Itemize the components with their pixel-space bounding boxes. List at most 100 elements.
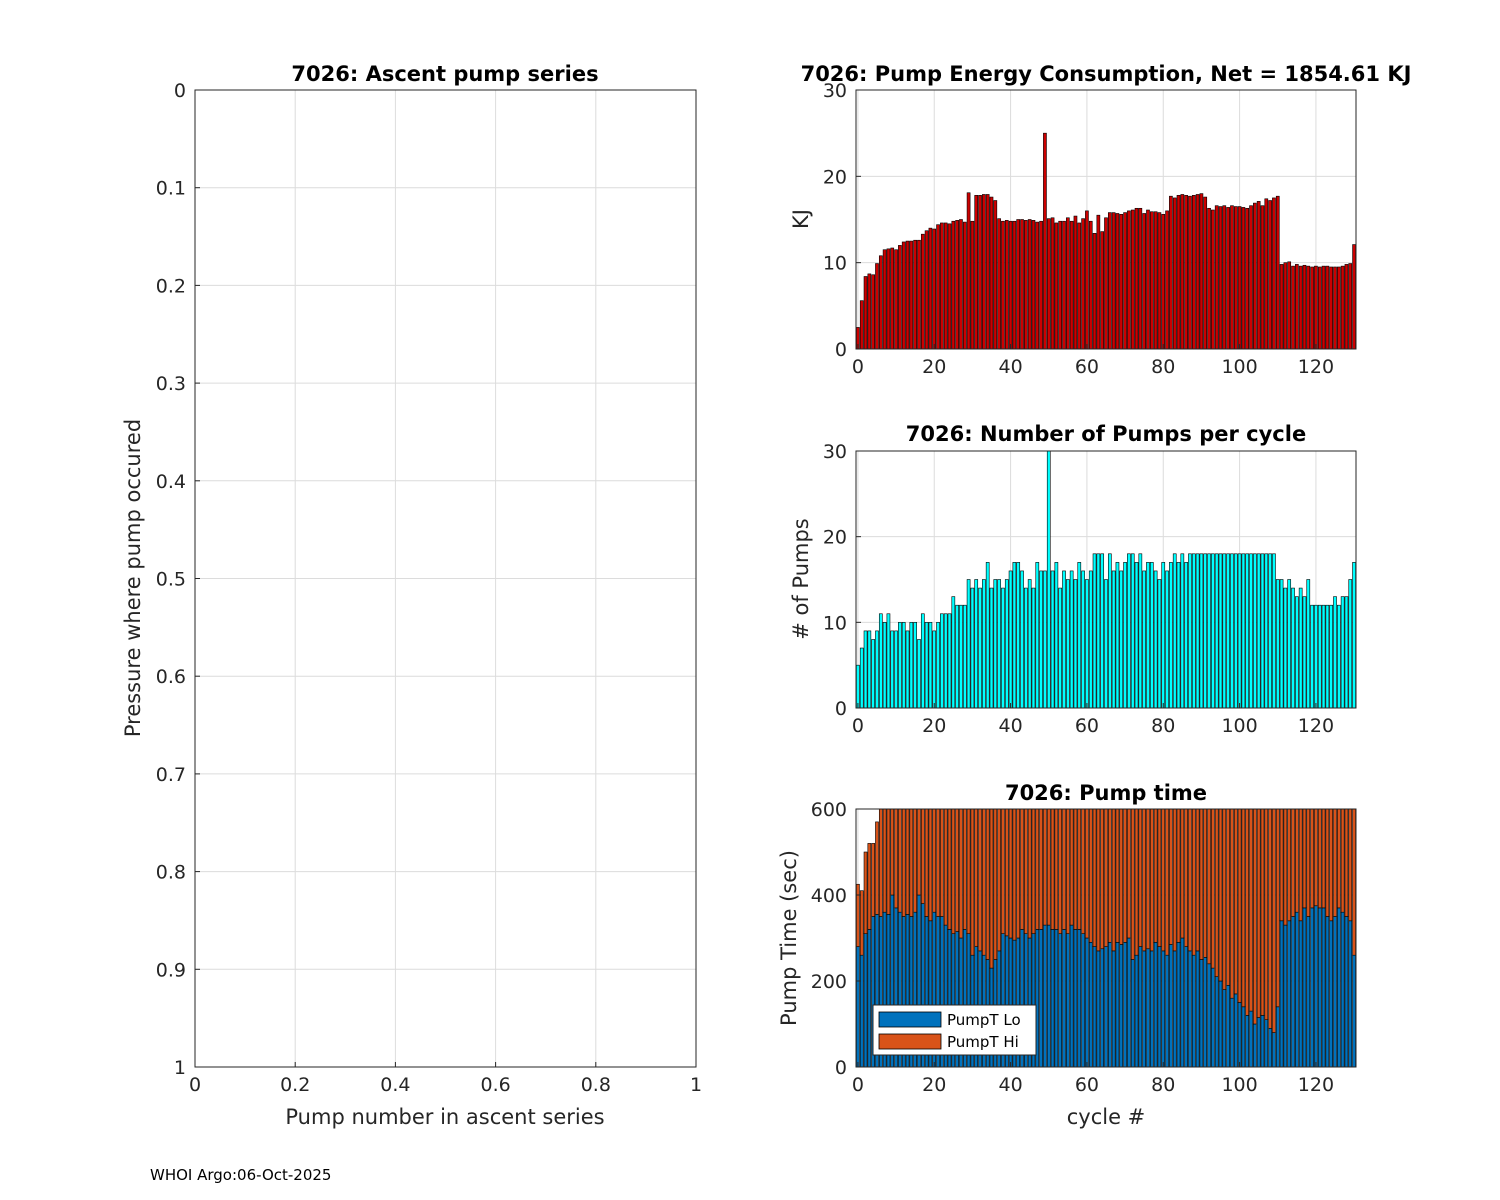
pumptime-bar-hi xyxy=(1245,808,1250,1016)
pumptime-bar-hi xyxy=(997,808,1001,952)
pumptime-bar-lo xyxy=(856,946,860,1068)
pumps-bar xyxy=(1279,579,1284,709)
pumptime-bar-hi xyxy=(1134,808,1139,956)
pumps-bar xyxy=(1092,553,1097,709)
pumptime-bar-lo xyxy=(1111,950,1116,1068)
pumptime-bar-lo xyxy=(1134,954,1139,1068)
pumptime-bar-hi xyxy=(966,808,971,934)
pumptime-bar-hi xyxy=(856,883,860,947)
energy-y-label: KJ xyxy=(789,209,813,229)
pumps-bar xyxy=(959,604,963,709)
pumps-y-tick-label: 20 xyxy=(823,527,847,549)
pumptime-bar-hi xyxy=(1317,808,1322,909)
pumptime-bar-lo xyxy=(1169,944,1173,1068)
pumps-bar xyxy=(1207,553,1211,709)
pumptime-bar-lo xyxy=(1249,1010,1253,1068)
pumps-bar xyxy=(955,604,959,709)
pumps-bar xyxy=(1253,553,1257,709)
pumps-bar xyxy=(1176,562,1181,709)
pumptime-bar-lo xyxy=(1184,946,1188,1068)
pumptime-bar-lo xyxy=(1119,944,1124,1068)
pumps-bar xyxy=(898,622,902,709)
pumptime-bar-hi xyxy=(1337,808,1341,909)
pumptime-bar-hi xyxy=(1169,808,1173,945)
pumptime-bar-hi xyxy=(1260,808,1265,1016)
pumptime-bar-hi xyxy=(1066,808,1070,934)
energy-bar xyxy=(1176,195,1181,350)
pumptime-bar-hi xyxy=(1329,808,1334,922)
pumps-bar xyxy=(1062,570,1066,709)
pumps-bar xyxy=(1340,596,1345,709)
pumps-bar xyxy=(1241,553,1246,709)
pumptime-bar-lo xyxy=(859,954,864,1068)
pumptime-bar-hi xyxy=(1302,808,1307,909)
pumps-x-tick-label: 120 xyxy=(1298,715,1334,737)
pumptime-bar-lo xyxy=(1287,920,1292,1068)
pumps-bar xyxy=(1245,553,1250,709)
pumps-bar xyxy=(978,587,982,709)
pumps-bar xyxy=(985,562,990,709)
pumptime-bar-hi xyxy=(894,808,898,909)
pumptime-bar-hi xyxy=(1024,808,1028,934)
energy-bar xyxy=(959,219,963,350)
pumptime-bar-hi xyxy=(1016,808,1021,939)
energy-bar xyxy=(1211,209,1215,350)
pumptime-bar-hi xyxy=(1027,808,1032,939)
pumptime-bar-lo xyxy=(1306,916,1311,1068)
pumps-y-tick-label: 10 xyxy=(823,612,847,634)
pumptime-bar-hi xyxy=(940,808,944,917)
pumptime-bar-lo xyxy=(1233,993,1238,1068)
pumptime-bar-hi xyxy=(1226,808,1230,986)
pumptime-bar-lo xyxy=(1043,924,1047,1068)
energy-bar xyxy=(947,223,952,350)
energy-bar xyxy=(1046,218,1051,350)
pumptime-bar-hi xyxy=(1211,808,1215,969)
pumptime-bar-hi xyxy=(1287,808,1292,922)
energy-bar xyxy=(1134,207,1139,350)
energy-bar xyxy=(1146,209,1150,350)
energy-bar xyxy=(1107,212,1112,350)
ascent-y-tick-label: 0.8 xyxy=(156,862,186,884)
pumptime-bar-lo xyxy=(1275,1006,1280,1068)
pumps-bar xyxy=(859,647,864,709)
pumptime-bar-lo xyxy=(1100,948,1105,1068)
pumptime-bar-hi xyxy=(1050,808,1055,930)
pumptime-bar-hi xyxy=(989,808,994,969)
pumptime-bar-hi xyxy=(1031,808,1036,934)
pumps-y-tick-label: 0 xyxy=(835,698,847,720)
pumps-bar xyxy=(1260,553,1265,709)
energy-bar xyxy=(1283,262,1288,350)
energy-bar xyxy=(1188,195,1192,350)
energy-bar xyxy=(1279,264,1284,350)
pumps-bar xyxy=(1077,562,1082,709)
energy-bar xyxy=(913,239,917,350)
pumptime-bar-hi xyxy=(1275,808,1280,1008)
pumptime-bar-lo xyxy=(1337,907,1341,1068)
pumptime-bar-hi xyxy=(913,808,917,913)
pumps-bar xyxy=(901,622,906,709)
energy-bar xyxy=(1184,195,1188,350)
pumps-bar xyxy=(875,630,879,709)
pumptime-bar-hi xyxy=(901,808,906,917)
energy-bar xyxy=(1077,222,1082,350)
pumps-bar xyxy=(1035,562,1040,709)
energy-bar xyxy=(1298,265,1303,350)
pumps-bar xyxy=(917,639,921,709)
pumptime-bar-hi xyxy=(1149,808,1154,952)
pumptime-bar-lo xyxy=(1092,946,1097,1068)
energy-y-ticks: 0 10 20 30 xyxy=(823,80,861,361)
pumps-bar xyxy=(1165,570,1169,709)
pumptime-bar-hi xyxy=(1256,808,1261,1018)
pumptime-x-tick-label: 80 xyxy=(1151,1074,1175,1096)
energy-bar xyxy=(1024,220,1028,350)
pumptime-bar-hi xyxy=(909,808,914,917)
pumptime-bar-hi xyxy=(1180,808,1185,939)
pumps-bar xyxy=(1169,562,1173,709)
pumptime-bar-lo xyxy=(1195,950,1200,1068)
legend-swatch-hi xyxy=(878,1033,942,1050)
pumptime-bar-hi xyxy=(955,808,959,932)
pumptime-bar-hi xyxy=(1283,808,1288,926)
energy-bar xyxy=(1104,217,1108,350)
energy-bar xyxy=(901,241,906,350)
pumptime-bar-hi xyxy=(1004,808,1009,937)
